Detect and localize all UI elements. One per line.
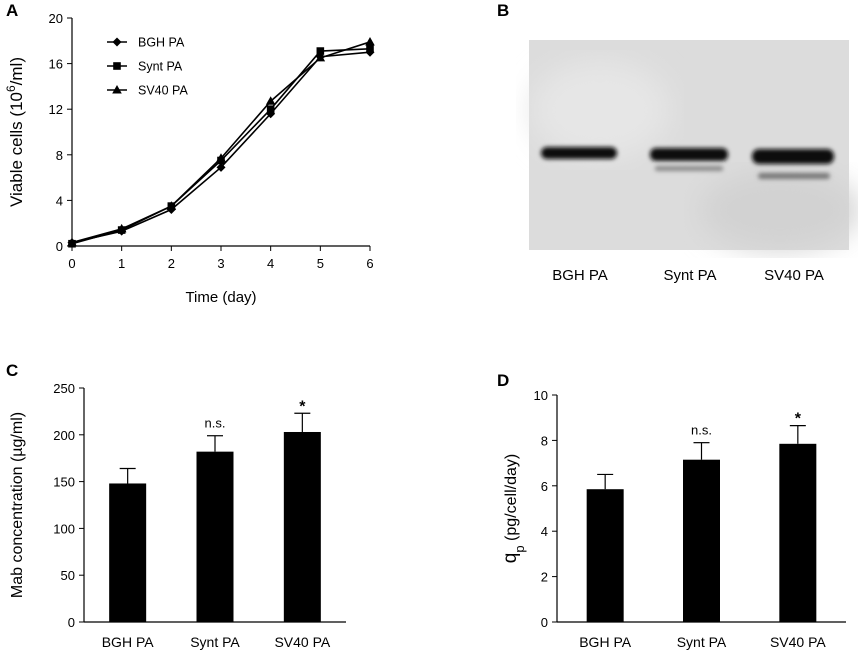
panel-c: C 0 50 100 150 200 250 BGH PA n.s. Synt PA * SV40 … [6, 361, 346, 650]
panel-d-letter: D [497, 371, 509, 390]
y-tick-label: 2 [541, 570, 548, 585]
x-tick-label: 0 [68, 256, 75, 271]
x-tick-label: Synt PA [677, 634, 727, 650]
y-tick-label: 20 [49, 11, 63, 26]
series-line [71, 41, 371, 244]
y-tick-label: 4 [56, 193, 63, 208]
legend: BGH PA Synt PA SV40 PA [107, 36, 188, 98]
blot-lane-label: BGH PA [552, 267, 608, 284]
y-axis-label-text: Viable cells (10 [7, 92, 26, 207]
series-line [71, 47, 371, 245]
y-tick-label: 100 [53, 521, 75, 536]
blot-lane-labels: BGH PA Synt PA SV40 PA [552, 267, 824, 284]
y-axis-label: qp (pg/cell/day) [500, 454, 527, 563]
legend-marker [113, 62, 121, 70]
y-tick-label: 6 [541, 479, 548, 494]
x-tick-label: 6 [366, 256, 373, 271]
bar [586, 489, 624, 622]
panel-c-letter: C [6, 361, 18, 380]
data-point [266, 105, 275, 113]
y-axis-label: Mab concentration (µg/ml) [9, 412, 26, 598]
y-tick-label: 200 [53, 428, 75, 443]
bar [283, 431, 321, 622]
data-point [316, 47, 325, 55]
mab-concentration-chart: 0 50 100 150 200 250 BGH PA n.s. Synt PA * SV40 PA… [9, 381, 346, 650]
legend-label: Synt PA [138, 60, 183, 74]
significance-star: * [795, 411, 802, 428]
x-tick-label: SV40 PA [770, 634, 826, 650]
y-tick-label: 8 [56, 148, 63, 163]
y-tick-label: 4 [541, 524, 548, 539]
blot-lane-label: SV40 PA [764, 267, 824, 284]
x-tick-label: BGH PA [579, 634, 632, 650]
legend-marker [112, 37, 122, 47]
x-tick-label: SV40 PA [274, 634, 330, 650]
y-tick-label: 8 [541, 433, 548, 448]
y-axis-label-unit: /ml) [7, 57, 26, 85]
blot-lane-label: Synt PA [663, 267, 716, 284]
y-tick-label: 150 [53, 475, 75, 490]
y-tick-label: 0 [68, 615, 75, 630]
blot-faint-band-synt [655, 166, 723, 171]
y-tick-label: 10 [534, 388, 548, 403]
y-tick-label: 250 [53, 381, 75, 396]
y-tick-label: 50 [61, 568, 75, 583]
bar [779, 443, 817, 622]
series-bgh-pa [67, 47, 375, 248]
legend-label: SV40 PA [138, 84, 188, 98]
bar [196, 451, 234, 622]
x-tick-label: 4 [267, 256, 274, 271]
y-axis-label-subscript: p [512, 545, 527, 552]
series-synt-pa [68, 44, 374, 248]
data-point [315, 52, 326, 62]
x-axis-label: Time (day) [185, 289, 256, 306]
significance-star: * [299, 398, 306, 415]
data-point [216, 153, 226, 162]
significance-label: n.s. [205, 416, 226, 431]
specific-productivity-chart: 0 2 4 6 8 10 BGH PA n.s. Synt PA * SV40 PA qp (pg/c… [500, 388, 846, 650]
panel-b: B BGH PA Synt PA SV40 PA [497, 1, 858, 284]
data-point [216, 162, 226, 172]
panel-a-letter: A [6, 1, 18, 20]
series-sv40-pa [67, 36, 375, 247]
data-point [166, 201, 177, 210]
blot-band-synt [650, 148, 728, 161]
y-axis-label: Viable cells (106/ml) [4, 57, 26, 207]
x-tick-label: 1 [118, 256, 125, 271]
y-axis-label-symbol: q [500, 553, 521, 564]
data-point [265, 96, 276, 105]
x-tick-label: BGH PA [102, 634, 155, 650]
bar [109, 483, 147, 622]
x-tick-label: 3 [217, 256, 224, 271]
legend-marker [112, 85, 122, 94]
y-axis-label-unit: (pg/cell/day) [503, 454, 520, 546]
blot-faint-band-sv40 [758, 173, 830, 179]
panel-b-letter: B [497, 1, 509, 20]
blot-band-sv40 [752, 149, 834, 164]
x-tick-label: 5 [317, 256, 324, 271]
data-point [116, 223, 127, 233]
data-point [366, 44, 374, 53]
series-line [71, 51, 371, 244]
panel-d: D 0 2 4 6 8 10 BGH PA n.s. Synt PA * SV40 PA qp (pg… [497, 371, 846, 650]
x-tick-label: Synt PA [190, 634, 240, 650]
legend-label: BGH PA [138, 36, 185, 50]
y-tick-label: 0 [541, 615, 548, 630]
western-blot-image [529, 40, 858, 250]
x-tick-label: 2 [168, 256, 175, 271]
blot-band-bgh [541, 147, 617, 159]
bar [683, 459, 720, 622]
significance-label: n.s. [691, 423, 712, 438]
y-axis-label-exponent: 6 [4, 85, 18, 92]
data-point [365, 36, 375, 46]
data-point [67, 237, 77, 247]
y-tick-label: 0 [56, 239, 63, 254]
y-tick-label: 12 [49, 102, 63, 117]
y-tick-label: 16 [49, 57, 63, 72]
